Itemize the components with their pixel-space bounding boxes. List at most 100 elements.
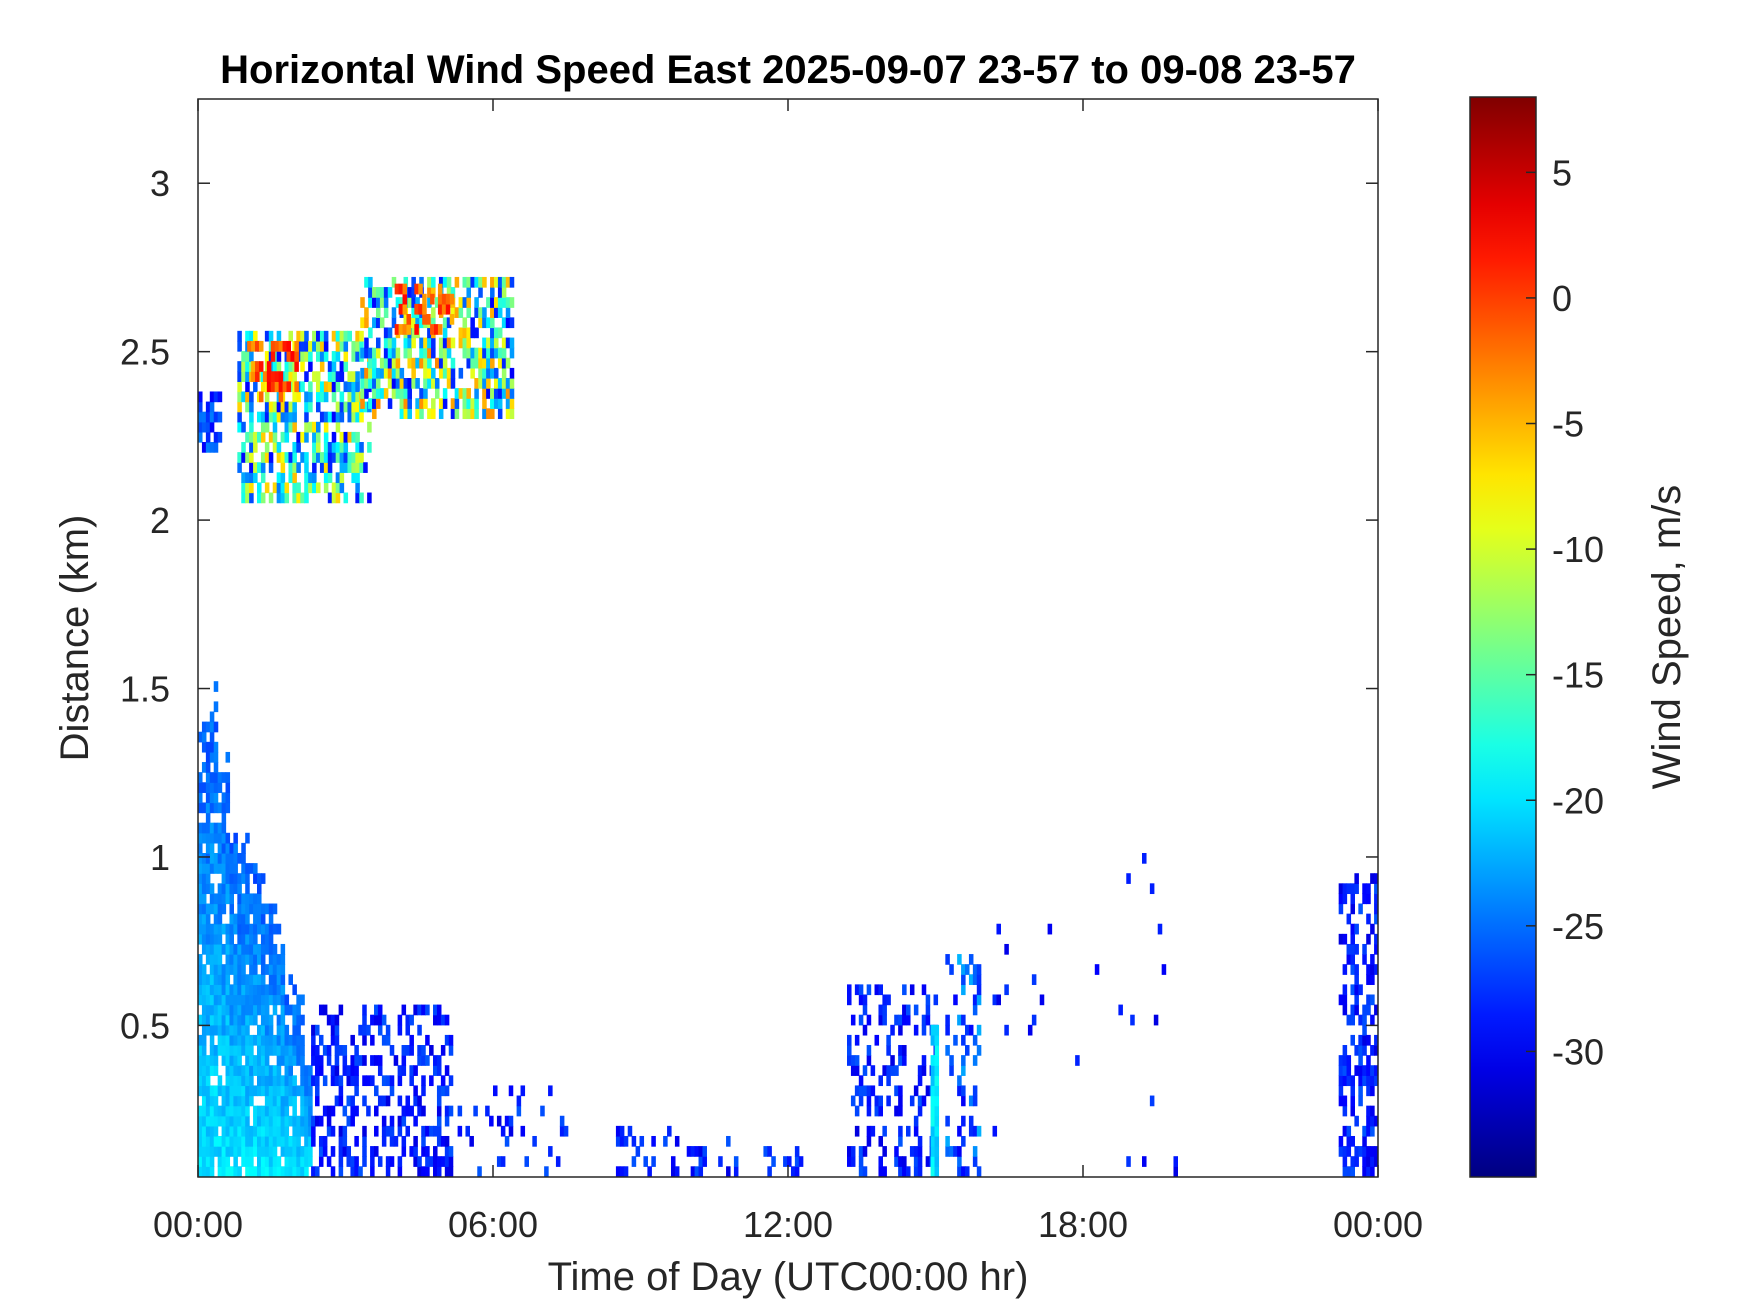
heatmap-cell: [934, 1115, 940, 1127]
heatmap-cell: [280, 994, 286, 1006]
heatmap-cell: [850, 1146, 856, 1157]
heatmap-cell: [415, 408, 420, 420]
colorbar-frame: [1469, 96, 1537, 1178]
heatmap-cell: [245, 371, 250, 382]
heatmap-cell: [276, 964, 282, 975]
heatmap-cell: [284, 1045, 290, 1056]
heatmap-cell: [245, 361, 250, 372]
heatmap-cell: [229, 1085, 234, 1097]
heatmap-cell: [326, 1055, 332, 1066]
heatmap-cell: [882, 1125, 887, 1137]
heatmap-cell: [288, 330, 293, 342]
heatmap-cell: [670, 1156, 676, 1167]
heatmap-cell: [280, 1146, 286, 1157]
heatmap-cell: [446, 337, 452, 349]
heatmap-cell: [364, 317, 369, 329]
heatmap-cell: [276, 492, 282, 504]
heatmap-cell: [213, 772, 219, 783]
heatmap-cell: [205, 762, 211, 773]
heatmap-cell: [201, 802, 207, 814]
heatmap-cell: [241, 853, 246, 864]
heatmap-cell: [225, 863, 231, 874]
heatmap-cell: [221, 863, 227, 874]
heatmap-cell: [377, 1014, 383, 1026]
heatmap-cell: [205, 974, 211, 985]
heatmap-cell: [264, 964, 270, 975]
heatmap-cell: [351, 391, 356, 403]
heatmap-cell: [205, 923, 211, 935]
heatmap-cell: [409, 1146, 414, 1157]
heatmap-cell: [241, 1135, 246, 1147]
heatmap-cell: [783, 1156, 788, 1167]
heatmap-cell: [493, 276, 499, 288]
heatmap-cell: [229, 893, 234, 905]
heatmap-cell: [381, 1095, 387, 1107]
heatmap-cell: [209, 933, 215, 945]
heatmap-cell: [417, 1156, 422, 1167]
heatmap-cell: [268, 984, 274, 996]
heatmap-cell: [237, 340, 242, 352]
heatmap-cell: [245, 873, 250, 884]
heatmap-cell: [444, 1034, 450, 1046]
heatmap-cell: [209, 1115, 215, 1127]
heatmap-cell: [1350, 1075, 1355, 1087]
heatmap-cell: [436, 1105, 442, 1117]
heatmap-cell: [257, 1135, 262, 1147]
heatmap-cell: [1366, 913, 1371, 925]
heatmap-cell: [213, 792, 219, 804]
heatmap-cell: [397, 1115, 403, 1127]
heatmap-cell: [790, 1166, 796, 1177]
heatmap-cell: [898, 1085, 903, 1097]
heatmap-cell: [367, 492, 372, 504]
heatmap-cell: [391, 307, 397, 318]
heatmap-cell: [968, 1024, 974, 1036]
heatmap-cell: [209, 782, 215, 793]
heatmap-cell: [375, 378, 381, 389]
heatmap-cell: [874, 1034, 880, 1046]
heatmap-cell: [421, 1146, 426, 1157]
heatmap-cell: [482, 378, 487, 389]
heatmap-cell: [316, 421, 321, 433]
heatmap-cell: [237, 1014, 242, 1026]
heatmap-cell: [253, 330, 258, 342]
heatmap-cell: [268, 923, 274, 935]
heatmap-cell: [260, 1135, 266, 1147]
heatmap-cell: [272, 954, 278, 965]
heatmap-cell: [260, 431, 266, 443]
heatmap-cell: [316, 371, 321, 382]
heatmap-cell: [381, 1075, 387, 1087]
heatmap-cell: [1370, 964, 1375, 975]
heatmap-cell: [257, 1034, 262, 1046]
heatmap-cell: [427, 408, 432, 420]
heatmap-cell: [372, 367, 377, 379]
heatmap-cell: [647, 1166, 652, 1177]
heatmap-cell: [272, 1166, 278, 1177]
heatmap-cell: [274, 381, 280, 393]
heatmap-cell: [532, 1135, 537, 1147]
heatmap-cell: [401, 1115, 407, 1127]
heatmap-cell: [198, 893, 203, 905]
heatmap-cell: [260, 1045, 266, 1056]
heatmap-cell: [343, 330, 349, 342]
heatmap-cell: [403, 317, 409, 329]
heatmap-cell: [418, 303, 423, 315]
heatmap-cell: [433, 1125, 438, 1137]
heatmap-cell: [375, 287, 381, 298]
heatmap-cell: [292, 1125, 297, 1137]
heatmap-cell: [359, 462, 364, 473]
heatmap-cell: [249, 482, 254, 494]
heatmap-cell: [225, 883, 231, 895]
heatmap-cell: [862, 994, 868, 1006]
heatmap-cell: [391, 367, 397, 379]
heatmap-cell: [462, 337, 468, 349]
heatmap-cell: [284, 1085, 290, 1097]
heatmap-cell: [1350, 1014, 1355, 1026]
heatmap-cell: [1342, 984, 1348, 996]
heatmap-cell: [233, 1045, 238, 1056]
heatmap-cell: [335, 442, 341, 453]
heatmap-cell: [355, 482, 360, 494]
heatmap-cell: [934, 1045, 940, 1056]
heatmap-cell: [906, 1004, 911, 1016]
heatmap-cell: [351, 401, 356, 413]
heatmap-cell: [225, 1125, 231, 1137]
